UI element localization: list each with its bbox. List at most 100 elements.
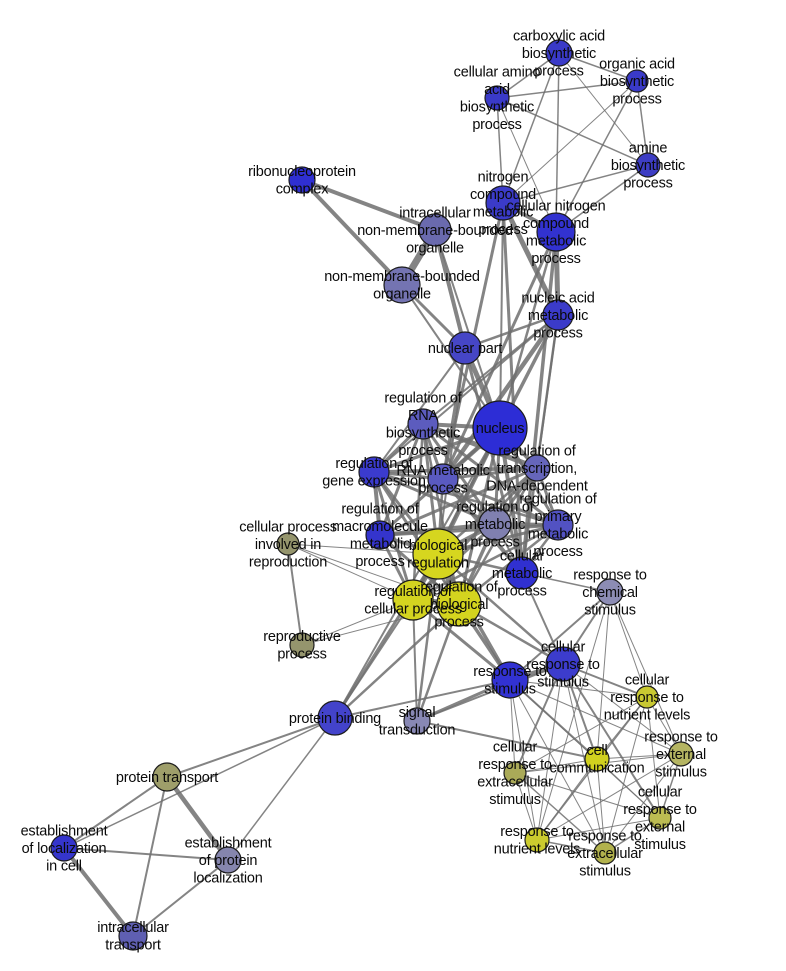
node-br[interactable] xyxy=(412,528,464,580)
edge-cc-cres xyxy=(514,758,598,774)
edge-rpm-rcp xyxy=(412,523,559,602)
node-elc[interactable] xyxy=(50,834,78,862)
node-pb[interactable] xyxy=(317,700,353,736)
node-rcp[interactable] xyxy=(392,579,434,621)
node-np[interactable] xyxy=(448,331,482,365)
node-rge[interactable] xyxy=(358,456,390,488)
edge-ncm-cmp xyxy=(501,202,524,574)
edge-pb-epl xyxy=(227,717,336,861)
edge-oab-caab xyxy=(496,80,638,99)
node-caab[interactable] xyxy=(484,85,510,111)
edge-rs-rexs xyxy=(509,679,606,854)
edge-rnam-rpm xyxy=(442,477,559,527)
edge-rcs-crnl xyxy=(609,591,648,698)
edge-rcs-rnl xyxy=(536,591,611,841)
node-rrb[interactable] xyxy=(407,408,439,440)
node-layer xyxy=(50,39,694,951)
edge-rnp-nmo xyxy=(300,178,404,287)
node-rnam[interactable] xyxy=(427,463,459,495)
edge-crex-rnl xyxy=(536,817,661,841)
edge-pb-rs xyxy=(334,679,511,719)
edge-cpr-rcp xyxy=(287,543,414,601)
edge-cncm-nuc xyxy=(498,231,558,429)
edge-rnp-inmo xyxy=(301,178,436,232)
node-inmo[interactable] xyxy=(418,213,452,247)
node-rp[interactable] xyxy=(289,632,315,658)
node-st[interactable] xyxy=(403,707,431,735)
node-ncm[interactable] xyxy=(485,185,521,221)
edge-oab-cncm xyxy=(555,80,638,233)
node-rmp[interactable] xyxy=(478,507,512,541)
edge-pb-nuc xyxy=(334,427,501,719)
edge-rs-rcp xyxy=(412,598,511,682)
node-rmm[interactable] xyxy=(365,520,395,550)
node-crex[interactable] xyxy=(648,806,672,830)
edge-st-br xyxy=(415,553,440,722)
node-rexs[interactable] xyxy=(593,841,617,865)
node-cpr[interactable] xyxy=(276,532,300,556)
edge-inmo-np xyxy=(433,229,467,349)
node-pt[interactable] xyxy=(152,762,182,792)
node-cc[interactable] xyxy=(584,746,610,772)
node-cab[interactable] xyxy=(545,39,573,67)
edge-crs-br xyxy=(437,553,564,665)
edge-ncm-nuc xyxy=(499,202,504,429)
edge-oab-ncm xyxy=(502,80,638,204)
edge-oab-ab xyxy=(636,80,649,166)
node-it[interactable] xyxy=(118,921,148,951)
edge-inmo-nuc xyxy=(434,229,501,429)
edge-crs-rnl xyxy=(536,663,564,841)
node-rnp[interactable] xyxy=(288,166,316,194)
edge-caab-cncm xyxy=(496,97,557,233)
edge-cab-oab xyxy=(558,52,638,82)
edge-st-crs xyxy=(416,663,564,722)
edge-cres-rexs xyxy=(514,772,606,854)
node-crs[interactable] xyxy=(545,646,581,682)
edge-crs-rexs xyxy=(562,663,606,854)
edge-res-cc xyxy=(596,753,682,760)
node-cres[interactable] xyxy=(503,761,527,785)
edge-rge-rbp xyxy=(372,471,461,605)
edge-cc-st xyxy=(416,720,598,760)
node-oab[interactable] xyxy=(625,69,649,93)
node-ab[interactable] xyxy=(635,152,661,178)
edge-cres-crex xyxy=(514,772,661,819)
edge-rcs-cc xyxy=(596,591,611,760)
node-rnl[interactable] xyxy=(524,827,550,853)
node-epl[interactable] xyxy=(214,846,242,874)
node-rs[interactable] xyxy=(491,661,529,699)
node-cmp[interactable] xyxy=(505,556,539,590)
edge-cc-rexs xyxy=(596,758,606,854)
edge-res-rnl xyxy=(536,753,682,841)
edge-rp-rbp xyxy=(301,603,460,646)
node-rcs[interactable] xyxy=(596,578,624,606)
edge-rcs-res xyxy=(609,591,682,755)
edge-pb-rbp xyxy=(334,603,460,719)
edge-epl-it xyxy=(132,859,229,937)
node-cncm[interactable] xyxy=(536,212,576,252)
edge-crs-res xyxy=(562,663,682,755)
edge-nam-cmp xyxy=(520,314,560,574)
edge-crs-cres xyxy=(514,663,564,774)
edge-pb-elc xyxy=(63,717,336,849)
node-nam[interactable] xyxy=(542,299,574,331)
node-rbp[interactable] xyxy=(436,581,482,627)
edge-layer xyxy=(62,52,682,938)
node-nmo[interactable] xyxy=(383,266,421,304)
edge-cc-rnl xyxy=(536,758,598,841)
edge-pt-epl xyxy=(165,775,230,862)
edge-pt-elc xyxy=(63,776,168,849)
edge-cab-ncm xyxy=(502,52,560,204)
node-rpm[interactable] xyxy=(542,509,574,541)
edge-elc-epl xyxy=(63,847,229,861)
edge-res-rexs xyxy=(604,753,682,854)
node-crnl[interactable] xyxy=(635,685,659,709)
node-rtd[interactable] xyxy=(523,454,551,482)
edge-cc-crex xyxy=(596,758,661,819)
edge-crnl-cres xyxy=(514,696,648,774)
node-nuc[interactable] xyxy=(472,400,528,456)
node-res[interactable] xyxy=(668,741,694,767)
label-layer: carboxylic acid biosynthetic process organi… xyxy=(21,28,719,953)
